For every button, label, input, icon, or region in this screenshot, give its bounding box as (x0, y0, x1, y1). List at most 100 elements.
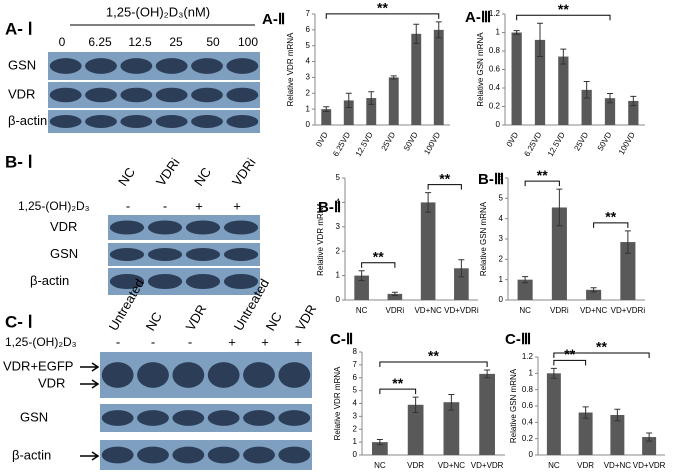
chart-title: A-Ⅲ (465, 9, 491, 26)
band (147, 273, 183, 290)
band (49, 87, 82, 103)
bar (534, 39, 546, 125)
x-tick-label: VDR (407, 461, 424, 470)
bar (511, 32, 522, 125)
band (207, 446, 240, 464)
error-bar (390, 75, 397, 80)
label: VDR (8, 86, 35, 101)
label: β-actin (12, 447, 51, 462)
bar (551, 207, 567, 300)
band (207, 410, 240, 426)
significance-label: ** (537, 167, 548, 183)
bar (388, 77, 399, 125)
x-tick-label: VD+VDR (633, 461, 666, 470)
label: + (233, 198, 241, 213)
error-bar (345, 92, 352, 109)
y-tick-label: 0 (499, 295, 504, 304)
label: NC (191, 165, 214, 189)
band (278, 446, 311, 464)
bar (546, 373, 561, 455)
band (226, 87, 259, 103)
band (243, 446, 275, 464)
y-axis-label: Relative VDR mRNA (286, 32, 295, 106)
bar (420, 202, 436, 300)
x-tick-label: 6.25VD (522, 130, 543, 158)
label: 1,25-(OH)₂D₃(nM) (106, 4, 210, 19)
blot (100, 440, 312, 470)
y-tick-label: 2 (499, 254, 504, 263)
y-axis-label: Relative VDR mRNA (316, 201, 325, 275)
x-tick-label: 50VD (402, 130, 420, 152)
significance-label: ** (428, 348, 439, 364)
y-tick-label: 1 (306, 104, 311, 113)
blot (48, 52, 260, 80)
label: - (151, 334, 155, 349)
x-tick-label: VDRi (386, 306, 405, 315)
x-tick-label: 50VD (596, 130, 614, 152)
error-bar (435, 21, 442, 39)
label: - (116, 334, 120, 349)
significance-bracket (553, 359, 587, 366)
x-tick-label: 100VD (422, 130, 442, 156)
band (137, 410, 169, 426)
y-tick-label: 0.6 (489, 65, 501, 74)
band (147, 248, 183, 261)
bar (517, 279, 533, 300)
band (120, 87, 153, 103)
x-tick-label: VDRi (550, 306, 569, 315)
y-tick-label: 4 (336, 198, 341, 207)
band (172, 446, 205, 464)
y-tick-label: 0 (306, 120, 311, 129)
significance-bracket (361, 262, 396, 268)
bar (443, 402, 460, 455)
y-tick-label: 0 (353, 450, 358, 459)
error-bar (537, 22, 543, 58)
error-bar (583, 81, 590, 99)
x-tick-label: VD+VDRi (611, 306, 646, 315)
label: VDRi (153, 155, 183, 189)
x-tick-label: VD+VDRi (444, 306, 479, 315)
error-bar (582, 406, 589, 419)
error-bar (590, 287, 597, 293)
label: C- Ⅰ (5, 312, 33, 331)
y-tick-label: 5 (499, 193, 504, 202)
y-axis-label: Relative VDR mRNA (333, 366, 342, 440)
blot (100, 352, 312, 398)
error-bar (614, 408, 621, 422)
label: β-actin (8, 113, 47, 128)
bar (387, 293, 403, 300)
y-tick-label: 2 (336, 246, 341, 255)
band (101, 410, 134, 426)
significance-bracket (593, 222, 629, 228)
bar (610, 414, 625, 455)
x-tick-label: NC (356, 306, 368, 315)
label: + (195, 198, 203, 213)
significance-bracket (427, 184, 462, 190)
label: + (228, 334, 236, 349)
y-tick-label: 7 (353, 360, 358, 369)
error-bar (484, 369, 491, 379)
y-tick-label: 0.2 (489, 102, 501, 111)
y-tick-label: 1 (529, 368, 534, 377)
y-tick-label: 1 (353, 437, 358, 446)
y-tick-label: 3 (353, 411, 358, 420)
band (223, 273, 259, 290)
x-tick-label: 100VD (617, 130, 637, 156)
band (185, 220, 221, 235)
x-tick-label: VD+NC (438, 461, 466, 470)
error-bar (323, 106, 330, 113)
blot (100, 404, 312, 432)
bar (620, 242, 636, 300)
band (278, 362, 311, 388)
band (109, 220, 145, 235)
band (223, 220, 259, 235)
band (147, 220, 183, 235)
y-tick-label: 0.8 (489, 46, 501, 55)
band (223, 248, 259, 261)
band (49, 115, 82, 128)
y-axis-label: Relative GSN mRNA (476, 32, 485, 107)
band (101, 446, 134, 464)
x-tick-label: 25VD (380, 130, 398, 152)
error-bar (368, 91, 375, 105)
y-tick-label: 6 (499, 173, 504, 182)
